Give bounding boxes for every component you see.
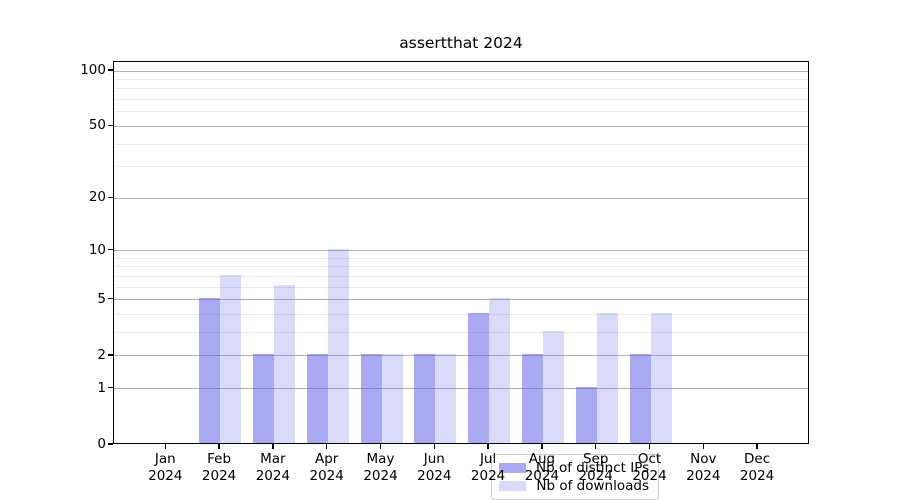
legend-item-downloads: Nb of downloads xyxy=(499,478,649,494)
x-axis-tick-label: Feb 2024 xyxy=(201,451,237,484)
x-axis-tick-label: Sep 2024 xyxy=(578,451,613,484)
bar-nb-of-distinct-ips-mar-2024 xyxy=(252,354,274,443)
x-axis-tick-label: Aug 2024 xyxy=(524,451,560,484)
gridline-minor xyxy=(114,314,808,316)
x-axis-tick-label: Jul 2024 xyxy=(470,451,506,484)
x-axis-tick-mark xyxy=(702,444,704,449)
legend-item-distinct-ips: Nb of distinct IPs xyxy=(499,460,649,476)
gridline-major xyxy=(114,70,808,72)
gridline-minor xyxy=(114,166,808,168)
gridline-minor xyxy=(114,266,808,268)
x-axis-tick-mark xyxy=(487,444,489,449)
gridline-major xyxy=(114,250,808,252)
bar-nb-of-distinct-ips-may-2024 xyxy=(360,354,382,443)
plot-area: Nb of distinct IPs Nb of downloads xyxy=(113,61,809,500)
bar-nb-of-downloads-sep-2024 xyxy=(596,312,618,443)
x-axis-tick-label: Jan 2024 xyxy=(148,451,183,484)
gridline-minor xyxy=(114,88,808,90)
legend-swatch-distinct-ips xyxy=(499,463,526,473)
x-axis-tick-label: Oct 2024 xyxy=(632,451,667,484)
x-axis-tick-mark xyxy=(541,444,543,449)
x-axis-tick-mark xyxy=(595,444,597,449)
gridline-major xyxy=(114,197,808,199)
bar-nb-of-downloads-jun-2024 xyxy=(435,354,457,443)
x-axis-tick-mark xyxy=(756,444,758,449)
x-axis-tick-label: Mar 2024 xyxy=(255,451,291,484)
x-axis-tick-label: Nov 2024 xyxy=(686,451,721,484)
x-axis-tick-mark xyxy=(164,444,166,449)
y-axis-tick-mark xyxy=(108,354,113,356)
y-axis-tick-label: 1 xyxy=(97,379,106,396)
legend-label-distinct-ips: Nb of distinct IPs xyxy=(536,460,650,476)
y-axis-tick-mark xyxy=(108,387,113,389)
y-axis-tick-mark xyxy=(108,443,113,445)
bar-nb-of-downloads-feb-2024 xyxy=(220,274,242,443)
x-axis-tick-label: Apr 2024 xyxy=(309,451,344,484)
x-axis-tick-label: Jun 2024 xyxy=(417,451,452,484)
x-axis-tick-mark xyxy=(272,444,274,449)
x-axis-tick-mark xyxy=(648,444,651,449)
x-axis-tick-label: Dec 2024 xyxy=(739,451,775,484)
gridline-major xyxy=(114,388,808,390)
y-axis-tick-mark xyxy=(108,249,113,251)
bar-nb-of-distinct-ips-jul-2024 xyxy=(468,312,490,443)
y-axis-tick-label: 0 xyxy=(97,436,106,452)
gridline-major xyxy=(114,355,808,357)
legend-swatch-downloads xyxy=(499,481,526,491)
gridline-minor xyxy=(114,276,808,278)
bar-nb-of-distinct-ips-aug-2024 xyxy=(521,354,543,443)
bar-nb-of-distinct-ips-apr-2024 xyxy=(306,354,328,443)
y-axis-tick-label: 50 xyxy=(88,117,106,134)
bar-nb-of-distinct-ips-jun-2024 xyxy=(414,354,436,443)
gridline-minor xyxy=(114,79,808,81)
bar-nb-of-distinct-ips-oct-2024 xyxy=(629,354,651,443)
bar-nb-of-distinct-ips-feb-2024 xyxy=(199,297,221,443)
y-axis-tick-mark xyxy=(108,124,113,127)
y-axis-tick-label: 5 xyxy=(97,290,106,307)
gridline-major xyxy=(114,125,808,127)
bar-nb-of-downloads-jul-2024 xyxy=(489,297,511,443)
y-axis-tick-label: 2 xyxy=(97,346,106,363)
gridline-minor xyxy=(114,286,808,288)
bar-nb-of-downloads-apr-2024 xyxy=(327,248,349,443)
x-axis-tick-mark xyxy=(379,444,382,449)
y-axis-tick-mark xyxy=(108,69,113,71)
x-axis-tick-mark xyxy=(218,444,220,449)
gridline-major xyxy=(114,299,808,301)
gridline-minor xyxy=(114,99,808,101)
y-axis-tick-mark xyxy=(108,298,113,300)
y-axis-tick-label: 100 xyxy=(80,62,106,79)
gridline-minor xyxy=(114,143,808,145)
chart-title: assertthat 2024 xyxy=(399,34,523,52)
bar-nb-of-downloads-may-2024 xyxy=(381,354,403,443)
x-axis-tick-label: May 2024 xyxy=(363,451,398,484)
bar-nb-of-distinct-ips-sep-2024 xyxy=(575,386,597,443)
legend-label-downloads: Nb of downloads xyxy=(536,478,649,494)
bar-nb-of-downloads-aug-2024 xyxy=(542,330,564,443)
gridline-minor xyxy=(114,111,808,113)
y-axis-tick-label: 10 xyxy=(88,241,106,258)
x-axis-tick-mark xyxy=(433,444,435,449)
bar-nb-of-downloads-oct-2024 xyxy=(650,312,672,443)
y-axis-tick-label: 20 xyxy=(88,189,106,206)
bar-nb-of-downloads-mar-2024 xyxy=(273,285,295,443)
gridline-minor xyxy=(114,257,808,259)
gridline-minor xyxy=(114,332,808,334)
y-axis-tick-mark xyxy=(108,196,113,198)
x-axis-tick-mark xyxy=(326,444,328,449)
